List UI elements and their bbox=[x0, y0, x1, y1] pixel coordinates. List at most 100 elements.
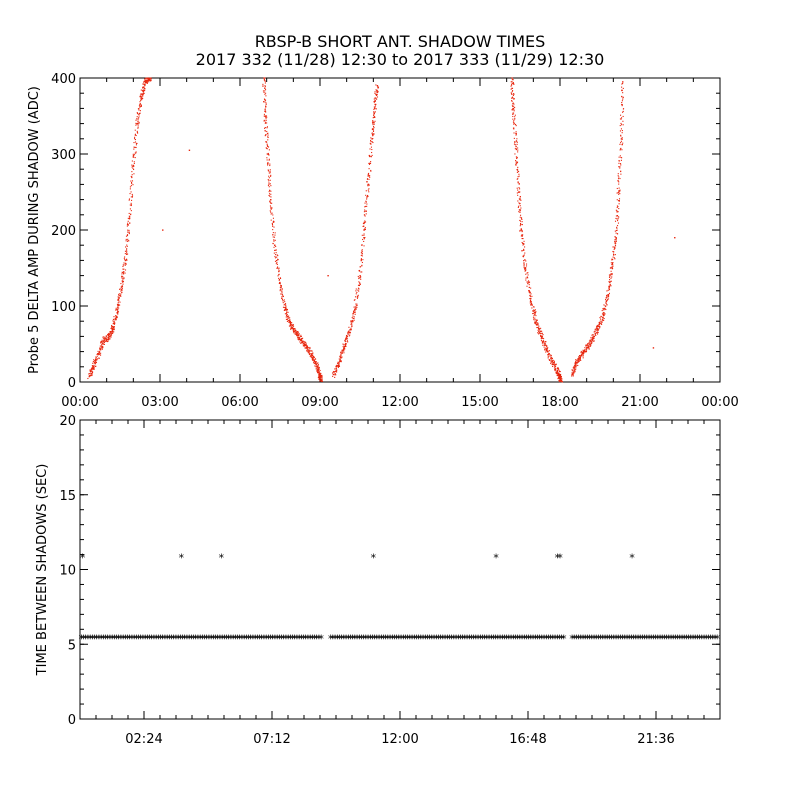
top-data-point bbox=[520, 199, 522, 201]
top-data-point bbox=[95, 365, 97, 367]
top-data-point bbox=[373, 114, 375, 117]
bottom-data-point: * bbox=[602, 632, 609, 645]
top-data-point bbox=[128, 199, 130, 201]
top-data-point bbox=[513, 132, 515, 134]
top-data-point bbox=[621, 86, 623, 88]
bottom-data-point: * bbox=[300, 632, 307, 645]
top-data-point bbox=[321, 374, 323, 376]
top-data-point bbox=[373, 116, 376, 118]
top-data-point bbox=[522, 242, 524, 244]
top-data-point bbox=[126, 240, 129, 242]
top-data-point bbox=[309, 347, 311, 349]
bottom-data-point: * bbox=[692, 632, 699, 645]
top-data-point bbox=[613, 251, 615, 253]
top-data-point bbox=[515, 132, 517, 134]
top-data-point bbox=[526, 276, 528, 278]
top-data-point bbox=[272, 243, 274, 245]
top-data-point bbox=[134, 146, 136, 148]
top-data-point bbox=[306, 346, 308, 348]
top-data-point bbox=[358, 281, 360, 283]
top-data-point bbox=[126, 250, 128, 252]
top-data-point bbox=[301, 341, 303, 344]
top-data-point bbox=[597, 325, 599, 327]
top-data-point bbox=[586, 347, 588, 349]
top-data-point bbox=[530, 287, 532, 289]
top-data-point bbox=[321, 376, 323, 378]
top-data-point bbox=[91, 367, 93, 369]
top-data-point bbox=[264, 87, 266, 89]
top-data-point bbox=[561, 378, 563, 380]
top-data-point bbox=[602, 314, 604, 317]
top-data-point bbox=[600, 322, 602, 324]
top-data-point bbox=[541, 335, 544, 337]
top-data-point bbox=[109, 335, 111, 337]
top-data-point bbox=[555, 371, 557, 373]
top-data-point bbox=[317, 365, 319, 367]
top-data-point bbox=[142, 87, 144, 89]
top-data-point bbox=[512, 79, 514, 81]
top-data-point bbox=[511, 97, 513, 99]
top-data-point bbox=[556, 374, 558, 377]
top-data-point bbox=[622, 98, 624, 100]
top-data-point bbox=[105, 335, 107, 337]
top-data-point bbox=[529, 298, 531, 300]
top-data-point bbox=[614, 254, 616, 256]
top-data-point bbox=[144, 83, 146, 85]
top-data-point bbox=[147, 81, 149, 83]
top-y-tick-label: 0 bbox=[68, 376, 76, 391]
top-data-point bbox=[512, 121, 515, 123]
top-data-point bbox=[573, 370, 575, 372]
top-data-point bbox=[121, 286, 124, 288]
bottom-data-point: * bbox=[584, 632, 591, 645]
top-data-point bbox=[267, 169, 269, 171]
top-data-point bbox=[131, 171, 133, 173]
top-data-point bbox=[285, 313, 287, 315]
bottom-data-point: * bbox=[111, 632, 118, 645]
top-data-point bbox=[130, 196, 132, 198]
top-data-point bbox=[373, 133, 375, 135]
top-data-point bbox=[311, 358, 313, 360]
top-data-point bbox=[595, 327, 597, 329]
top-data-point bbox=[514, 118, 516, 120]
top-data-point bbox=[263, 113, 265, 115]
top-data-point bbox=[368, 178, 370, 180]
top-data-point bbox=[621, 144, 623, 146]
top-data-point bbox=[615, 240, 617, 242]
top-data-point bbox=[263, 79, 265, 81]
top-data-point bbox=[318, 368, 320, 370]
top-data-point bbox=[95, 356, 97, 358]
top-data-point bbox=[589, 340, 592, 342]
top-data-point bbox=[128, 198, 131, 200]
top-data-point bbox=[264, 115, 267, 117]
top-data-point bbox=[518, 209, 521, 211]
top-data-point bbox=[358, 270, 360, 272]
top-data-point bbox=[617, 178, 620, 180]
top-data-point bbox=[605, 302, 607, 305]
top-data-point bbox=[108, 334, 110, 337]
top-data-point bbox=[620, 140, 622, 142]
top-data-point bbox=[143, 87, 145, 89]
top-data-point bbox=[614, 230, 616, 232]
top-data-point bbox=[316, 365, 319, 367]
top-data-point bbox=[597, 329, 599, 331]
top-data-point bbox=[360, 260, 362, 262]
top-data-point bbox=[271, 223, 274, 226]
top-data-point bbox=[139, 96, 141, 98]
top-data-point bbox=[606, 290, 608, 292]
top-data-point bbox=[126, 235, 129, 237]
top-data-point bbox=[593, 340, 595, 342]
top-data-point bbox=[547, 351, 549, 353]
top-data-point bbox=[615, 239, 617, 241]
top-data-point bbox=[511, 77, 513, 79]
top-data-point bbox=[127, 222, 129, 224]
top-data-point bbox=[547, 347, 549, 349]
top-data-point bbox=[319, 373, 321, 375]
bottom-data-point: * bbox=[287, 632, 294, 645]
top-data-point bbox=[340, 353, 342, 355]
top-data-point bbox=[268, 158, 270, 160]
top-data-point bbox=[560, 379, 563, 382]
top-data-point bbox=[273, 220, 275, 223]
top-data-point bbox=[264, 99, 267, 101]
top-data-point bbox=[559, 378, 561, 380]
top-data-point bbox=[587, 347, 589, 349]
